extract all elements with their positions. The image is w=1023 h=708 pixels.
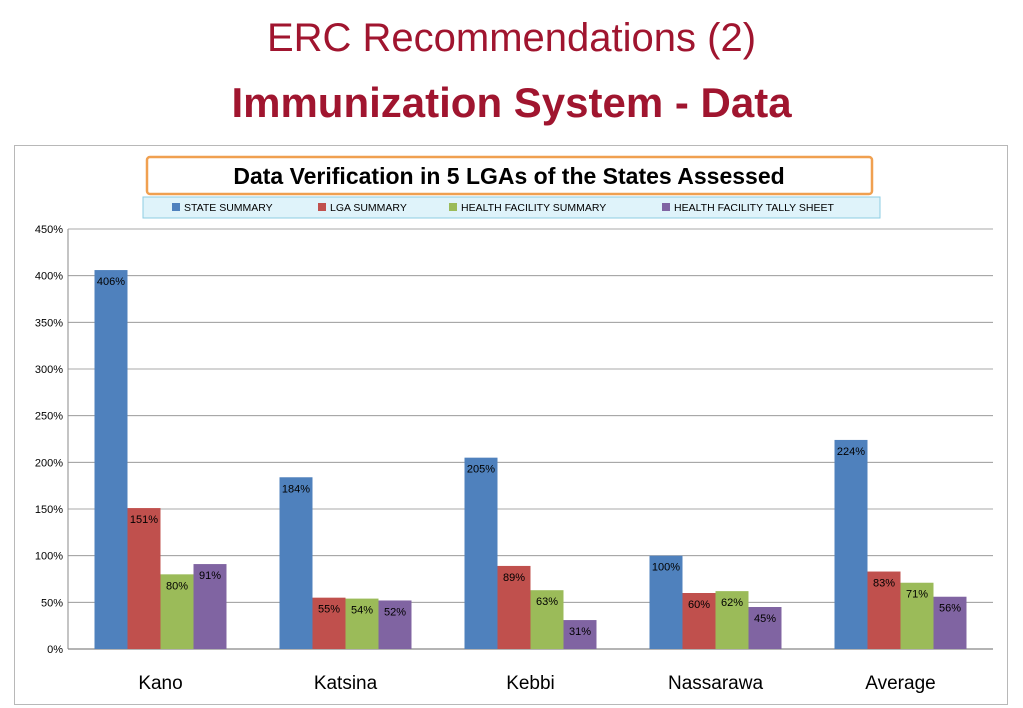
- y-tick-label: 150%: [35, 504, 63, 516]
- slide-subtitle: Immunization System - Data: [231, 79, 792, 126]
- legend-label: LGA SUMMARY: [330, 202, 407, 214]
- y-tick-label: 450%: [35, 224, 63, 236]
- data-label: 54%: [351, 605, 373, 617]
- bar: [378, 600, 412, 649]
- bar: [867, 571, 901, 649]
- y-axis: 0% 50% 100% 150% 200% 250% 300% 350% 400% 450%: [35, 224, 69, 656]
- bar: [834, 439, 868, 649]
- y-tick-label: 0%: [47, 644, 63, 656]
- chart-title-group: Data Verification in 5 LGAs of the State…: [145, 155, 874, 196]
- bar: [649, 555, 683, 649]
- bar: [715, 591, 749, 649]
- data-label: 60%: [688, 599, 710, 611]
- data-label: 45%: [754, 613, 776, 625]
- y-tick-label: 50%: [41, 597, 63, 609]
- x-tick-label: Nassarawa: [668, 673, 763, 694]
- data-labels: 406% 151% 80% 91% 184% 55% 54% 52% 205% 89% 63% 31%…: [97, 276, 961, 638]
- bar: [530, 590, 564, 649]
- chart-title: Data Verification in 5 LGAs of the State…: [233, 163, 784, 189]
- bar: [464, 457, 498, 649]
- data-label: 83%: [873, 578, 895, 590]
- data-label: 80%: [166, 580, 188, 592]
- data-label: 56%: [939, 603, 961, 615]
- bar: [127, 508, 161, 649]
- legend-label: HEALTH FACILITY TALLY SHEET: [674, 202, 834, 214]
- data-label: 55%: [318, 604, 340, 616]
- legend-swatch: [172, 203, 180, 211]
- bar: [563, 620, 597, 649]
- y-tick-label: 200%: [35, 457, 63, 469]
- bar: [279, 477, 313, 649]
- legend-label: STATE SUMMARY: [184, 202, 273, 214]
- bar: [345, 598, 379, 649]
- data-label: 71%: [906, 589, 928, 601]
- data-label: 89%: [503, 572, 525, 584]
- y-tick-label: 250%: [35, 411, 63, 423]
- x-tick-label: Kebbi: [506, 673, 555, 694]
- y-tick-label: 400%: [35, 271, 63, 283]
- y-tick-label: 350%: [35, 317, 63, 329]
- bar: [748, 607, 782, 649]
- data-label: 91%: [199, 570, 221, 582]
- legend-label: HEALTH FACILITY SUMMARY: [461, 202, 606, 214]
- slide-title: ERC Recommendations (2): [266, 16, 757, 60]
- data-label: 184%: [282, 483, 310, 495]
- data-label: 100%: [652, 562, 680, 574]
- bar: [497, 565, 531, 649]
- legend-swatch: [449, 203, 457, 211]
- data-label: 205%: [467, 464, 495, 476]
- bar: [94, 270, 128, 649]
- bar: [682, 593, 716, 649]
- y-tick-label: 100%: [35, 551, 63, 563]
- x-tick-label: Average: [865, 673, 935, 694]
- legend-swatch: [318, 203, 326, 211]
- x-axis: Kano Katsina Kebbi Nassarawa Average: [138, 673, 935, 694]
- data-label: 31%: [569, 626, 591, 638]
- bar: [193, 564, 227, 649]
- data-label: 62%: [721, 597, 743, 609]
- bar: [933, 596, 967, 649]
- chart-legend: STATE SUMMARY LGA SUMMARY HEALTH FACILITY …: [142, 196, 881, 219]
- y-tick-label: 300%: [35, 364, 63, 376]
- bar: [312, 597, 346, 649]
- data-label: 406%: [97, 276, 125, 288]
- data-label: 63%: [536, 596, 558, 608]
- legend-swatch: [662, 203, 670, 211]
- data-label: 52%: [384, 606, 406, 618]
- data-label: 224%: [837, 446, 865, 458]
- data-label: 151%: [130, 514, 158, 526]
- x-tick-label: Kano: [138, 673, 182, 694]
- x-tick-label: Katsina: [314, 673, 378, 694]
- bars: [94, 270, 967, 649]
- bar: [160, 574, 194, 649]
- bar: [900, 582, 934, 649]
